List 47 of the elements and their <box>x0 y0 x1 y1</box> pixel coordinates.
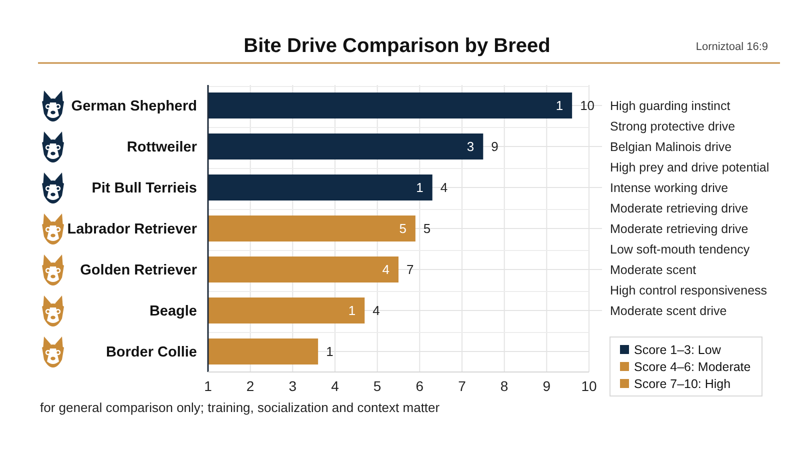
legend-label: Score 7–10: High <box>634 376 731 391</box>
chart-title: Bite Drive Comparison by Breed <box>244 35 550 57</box>
y-tick-label: German Shepherd <box>71 98 197 115</box>
x-tick-label: 1 <box>204 378 212 394</box>
x-tick-label: 6 <box>416 378 424 394</box>
annotation: 1 <box>556 98 564 114</box>
x-tick-label: 7 <box>458 378 466 394</box>
y-tick-label: Golden Retriever <box>80 262 198 279</box>
text: High guarding instinct <box>610 98 731 113</box>
annotation: 9 <box>491 139 498 154</box>
y-tick-label: Border Collie <box>106 344 197 361</box>
text: High prey and drive potential <box>610 160 770 174</box>
text: for general comparison only; training, socialization and context matter <box>40 400 440 415</box>
annotation: 1 <box>416 180 424 196</box>
text: Strong protective drive <box>610 119 736 134</box>
text: High control responsiveness <box>610 283 768 298</box>
y-tick-label: Labrador Retriever <box>67 222 198 238</box>
text: Belgian Malinois drive <box>610 140 732 154</box>
text: Moderate scent <box>610 262 697 277</box>
annotation: 10 <box>580 98 595 114</box>
text: Moderate scent drive <box>610 304 727 318</box>
x-tick-label: 2 <box>246 378 254 394</box>
annotation: 1 <box>348 303 356 318</box>
y-tick-label: Beagle <box>149 304 197 320</box>
y-tick-label: Pit Bull Terrieis <box>92 180 197 197</box>
annotation: 4 <box>372 303 380 318</box>
text: Lorniztoal 16:9 <box>696 41 768 53</box>
x-tick-label: 3 <box>288 378 297 394</box>
text: Moderate retrieving drive <box>610 222 748 236</box>
text: Moderate retrieving drive <box>610 201 748 216</box>
annotation: 3 <box>466 139 474 154</box>
annotation: 1 <box>326 344 334 360</box>
text: Intense working drive <box>610 180 728 195</box>
x-tick-label: 5 <box>373 378 382 394</box>
x-tick-label: 4 <box>331 378 340 394</box>
legend-label: Score 4–6: Moderate <box>634 360 751 374</box>
annotation: 5 <box>423 221 431 236</box>
annotation: 5 <box>399 221 406 236</box>
legend-label: Score 1–3: Low <box>634 342 722 357</box>
x-tick-label: 8 <box>500 378 508 394</box>
y-tick-label: Rottweiler <box>126 140 198 156</box>
x-tick-label: 10 <box>581 378 597 394</box>
annotation: 7 <box>406 262 414 278</box>
x-tick-label: 9 <box>542 378 551 394</box>
annotation: 4 <box>440 180 448 196</box>
text: Low soft-mouth tendency <box>610 242 750 256</box>
annotation: 4 <box>382 262 390 278</box>
